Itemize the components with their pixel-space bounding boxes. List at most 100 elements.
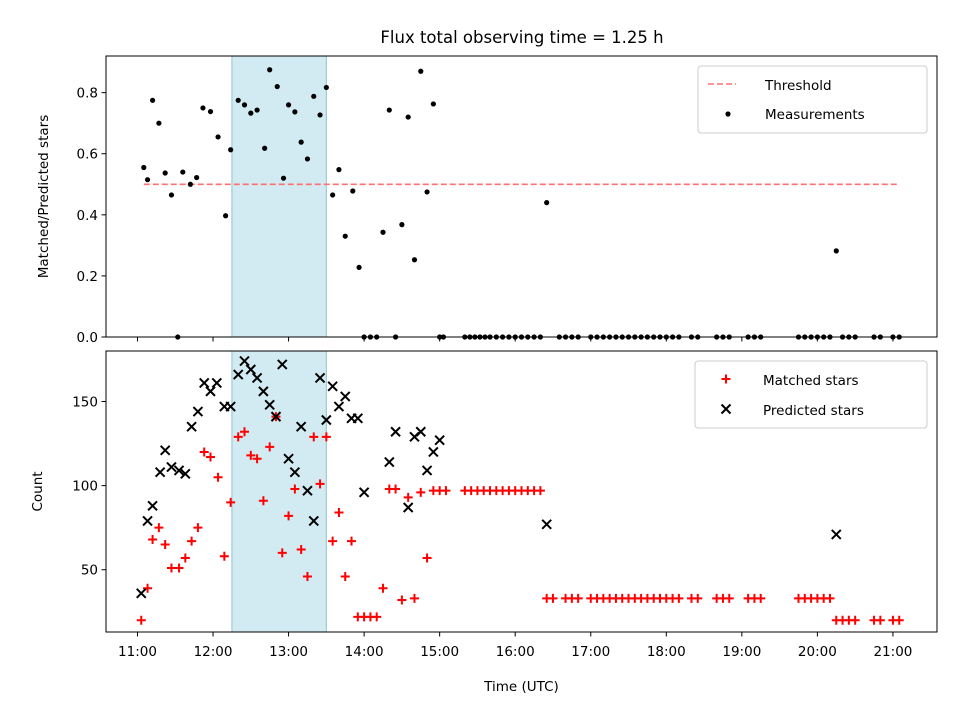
matched-star-point: [277, 548, 287, 558]
measurement-point: [399, 222, 405, 228]
shaded-span: [231, 56, 327, 337]
matched-star-point: [535, 486, 545, 496]
predicted-star-point: [159, 445, 171, 456]
measurement-point: [298, 139, 304, 145]
matched-star-point: [321, 432, 331, 442]
measurement-point: [323, 84, 329, 91]
predicted-star-point: [327, 381, 338, 392]
predicted-star-point: [831, 529, 842, 540]
y-tick-label: 100: [72, 479, 98, 495]
matched-star-point: [265, 442, 275, 452]
matched-star-point: [290, 484, 300, 494]
measurement-point: [262, 145, 268, 151]
measurement-point: [267, 67, 273, 73]
matched-star-point: [309, 432, 319, 442]
y-tick-label: 50: [81, 563, 98, 579]
measurement-point: [162, 170, 168, 176]
measurement-point: [241, 102, 248, 108]
x-tick-label: 16:00: [496, 644, 535, 660]
matched-star-point: [252, 454, 262, 464]
predicted-star-point: [258, 386, 269, 397]
ratio-x-ticks: [136, 337, 894, 342]
predicted-star-point: [199, 377, 210, 389]
measurement-point: [350, 188, 356, 194]
ratio-legend: Threshold Measurements: [697, 65, 928, 134]
matched-star-point: [148, 534, 158, 544]
ratio-axes-frame: [105, 55, 938, 338]
measurement-point: [356, 264, 362, 270]
predicted-star-point: [270, 411, 282, 422]
predicted-star-point: [154, 466, 166, 478]
matched-star-point: [340, 571, 350, 581]
x-tick-label: 19:00: [722, 644, 761, 660]
measurement-point: [430, 101, 436, 107]
measurement-point: [274, 83, 280, 90]
measurement-point: [168, 192, 175, 198]
measurement-point: [285, 102, 292, 108]
matched-star-point: [246, 450, 256, 460]
legend-box: [694, 360, 928, 429]
matched-star-point: [378, 583, 388, 593]
predicted-star-point: [180, 468, 191, 480]
matched-star-point: [391, 484, 401, 494]
predicted-star-point: [192, 406, 204, 417]
x-tick-label: 14:00: [345, 644, 384, 660]
predicted-star-point: [358, 487, 370, 498]
measurement-point: [200, 105, 206, 111]
matched-star-point: [213, 472, 223, 482]
predicted-star-point: [239, 355, 250, 367]
matched-star-point: [315, 479, 325, 489]
ratio-y-axis-label: Matched/Predicted stars: [36, 115, 52, 278]
legend-threshold-label: Threshold: [764, 78, 832, 94]
measurement-point: [280, 175, 287, 181]
predicted-star-point: [402, 502, 414, 513]
y-tick-label: 0.6: [77, 147, 98, 163]
measurement-point: [424, 189, 430, 195]
measurement-point: [292, 109, 298, 115]
count-y-ticks: 50 100 150: [72, 394, 106, 579]
matched-star-point: [724, 593, 734, 603]
ratio-panel: 0.00.20.40.60.8 Matched/Predicted stars …: [36, 55, 938, 346]
measurement-point: [254, 107, 260, 113]
matched-star-point: [258, 496, 268, 506]
y-tick-label: 0.8: [77, 86, 98, 102]
measurement-point: [207, 108, 214, 115]
predicted-star-point: [136, 588, 147, 599]
matched-star-point: [674, 593, 684, 603]
x-tick-label: 20:00: [798, 644, 837, 660]
x-axis-label: Time (UTC): [483, 679, 559, 695]
x-tick-label: 13:00: [269, 644, 308, 660]
matched-star-point: [193, 523, 203, 533]
predicted-star-point: [211, 377, 223, 389]
measurement-point: [248, 110, 254, 116]
matched-star-point: [548, 593, 558, 603]
matched-star-point: [693, 593, 703, 603]
count-marks: [136, 351, 904, 632]
predicted-star-point: [147, 500, 158, 512]
shaded-span: [231, 351, 327, 632]
measurement-point: [194, 174, 200, 181]
measurement-point: [380, 229, 386, 235]
matched-star-point: [441, 486, 451, 496]
matched-star-point: [180, 553, 190, 563]
measurement-point: [156, 120, 162, 126]
matched-star-point: [328, 536, 338, 546]
predicted-star-point: [390, 426, 401, 437]
matched-star-point: [160, 540, 170, 550]
measurement-point: [144, 177, 151, 183]
predicted-star-point: [186, 421, 197, 432]
predicted-star-point: [308, 515, 319, 527]
measurement-point: [215, 134, 221, 140]
predicted-star-point: [321, 414, 332, 426]
predicted-star-point: [302, 485, 313, 496]
predicted-star-point: [245, 364, 257, 375]
matched-star-point: [136, 615, 146, 625]
predicted-star-point: [314, 372, 326, 384]
matched-star-point: [825, 593, 835, 603]
y-tick-label: 0.4: [77, 208, 98, 224]
y-tick-label: 150: [72, 394, 98, 410]
matched-star-point: [174, 563, 184, 573]
matched-star-point: [409, 593, 419, 603]
predicted-star-point: [421, 465, 433, 476]
